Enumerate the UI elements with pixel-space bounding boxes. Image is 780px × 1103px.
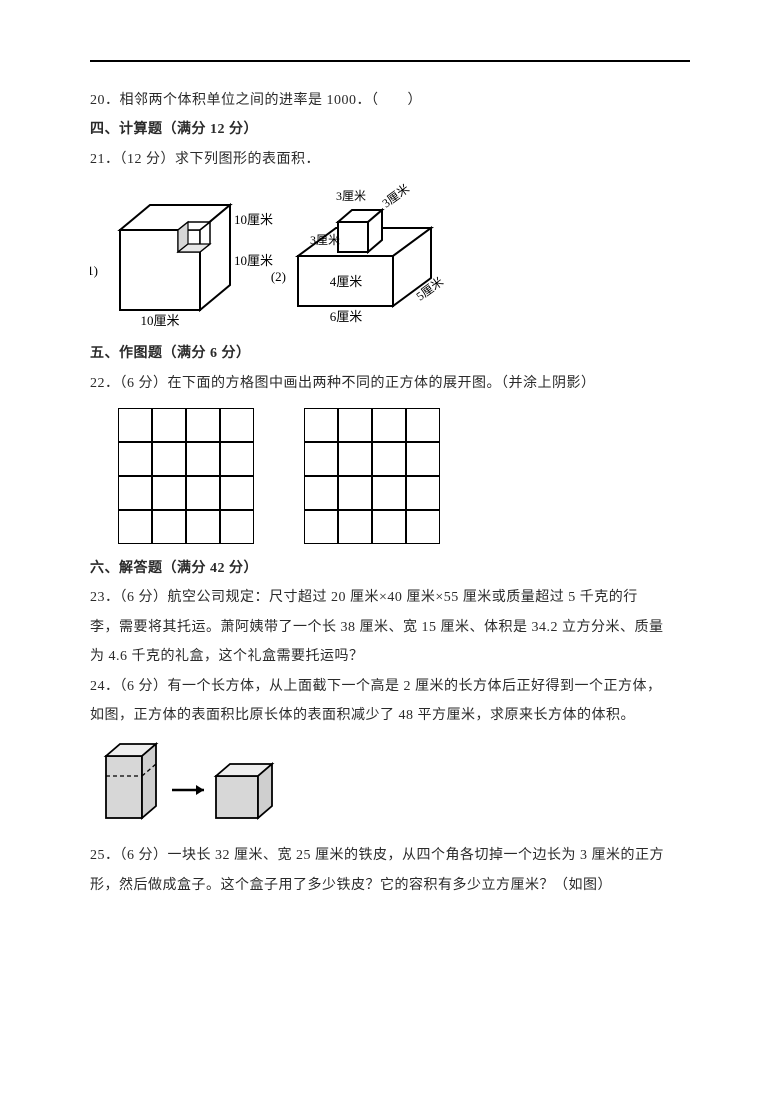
grid-cell (304, 442, 338, 476)
q23-l3: 为 4.6 千克的礼盒，这个礼盒需要托运吗？ (90, 642, 690, 671)
section-6-heading: 六、解答题（满分 42 分） (90, 554, 690, 583)
q21-text: 21．（12 分）求下列图形的表面积． (90, 145, 690, 174)
grid-cell (220, 408, 254, 442)
q23-l1: 23．（6 分）航空公司规定：尺寸超过 20 厘米×40 厘米×55 厘米或质量… (90, 583, 690, 612)
grid-cell (338, 408, 372, 442)
grid-cell (372, 510, 406, 544)
fig2-top-a: 3厘米 (336, 189, 366, 203)
q24-l1: 24．（6 分）有一个长方体，从上面截下一个高是 2 厘米的长方体后正好得到一个… (90, 672, 690, 701)
fig2-top-b: 3厘米 (380, 182, 413, 211)
grid-a (118, 408, 254, 544)
q21-fig1: 10厘米 10厘米 10厘米 (1) (90, 205, 273, 328)
grid-cell (186, 510, 220, 544)
q22-text: 22．（6 分）在下面的方格图中画出两种不同的正方体的展开图。（并涂上阴影） (90, 369, 690, 398)
fig1-label-right: 10厘米 (234, 253, 273, 268)
fig1-index: (1) (90, 263, 98, 278)
grid-cell (118, 408, 152, 442)
grid-cell (152, 476, 186, 510)
fig1-label-bottom: 10厘米 (140, 313, 179, 328)
grid-cell (338, 510, 372, 544)
q23-l2: 李，需要将其托运。萧阿姨带了一个长 38 厘米、宽 15 厘米、体积是 34.2… (90, 613, 690, 642)
fig1-label-top: 10厘米 (234, 212, 273, 227)
grid-b (304, 408, 440, 544)
grid-cell (152, 408, 186, 442)
grid-cell (372, 442, 406, 476)
q21-svg: 10厘米 10厘米 10厘米 (1) 3厘米 (90, 180, 460, 330)
grid-cell (186, 442, 220, 476)
section-4-heading: 四、计算题（满分 12 分） (90, 115, 690, 144)
grid-cell (186, 476, 220, 510)
grid-cell (220, 476, 254, 510)
grid-cell (186, 408, 220, 442)
grid-cell (118, 442, 152, 476)
grid-cell (152, 442, 186, 476)
grid-cell (118, 510, 152, 544)
grid-cell (220, 510, 254, 544)
grid-cell (372, 476, 406, 510)
grid-cell (304, 510, 338, 544)
q25-l1: 25．（6 分）一块长 32 厘米、宽 25 厘米的铁皮，从四个角各切掉一个边长… (90, 841, 690, 870)
grid-cell (118, 476, 152, 510)
q25-l2: 形，然后做成盒子。这个盒子用了多少铁皮？它的容积有多少立方厘米？（如图） (90, 871, 690, 900)
grid-cell (406, 408, 440, 442)
grid-cell (304, 408, 338, 442)
q24-figure (100, 738, 690, 833)
q24-l2: 如图，正方体的表面积比原长体的表面积减少了 48 平方厘米，求原来长方体的体积。 (90, 701, 690, 730)
grid-cell (406, 476, 440, 510)
page: 20．相邻两个体积单位之间的进率是 1000．（ ） 四、计算题（满分 12 分… (0, 0, 780, 1103)
q22-grids (118, 408, 690, 544)
fig2-top-left: 3厘米 (310, 233, 340, 247)
grid-cell (152, 510, 186, 544)
q21-figures: 10厘米 10厘米 10厘米 (1) 3厘米 (90, 180, 690, 335)
arrow-icon (172, 785, 204, 795)
grid-cell (304, 476, 338, 510)
grid-cell (406, 442, 440, 476)
grid-cell (406, 510, 440, 544)
fig2-index: (2) (271, 269, 286, 284)
grid-cell (338, 476, 372, 510)
section-5-heading: 五、作图题（满分 6 分） (90, 339, 690, 368)
q21-fig2: 3厘米 3厘米 3厘米 4厘米 6厘米 5厘米 (2) (271, 182, 446, 325)
q20-text: 20．相邻两个体积单位之间的进率是 1000．（ ） (90, 86, 690, 115)
top-rule (90, 60, 690, 62)
grid-cell (338, 442, 372, 476)
grid-cell (372, 408, 406, 442)
fig2-w: 6厘米 (330, 309, 363, 324)
q24-svg (100, 738, 300, 828)
grid-cell (220, 442, 254, 476)
fig2-h: 4厘米 (330, 274, 363, 289)
